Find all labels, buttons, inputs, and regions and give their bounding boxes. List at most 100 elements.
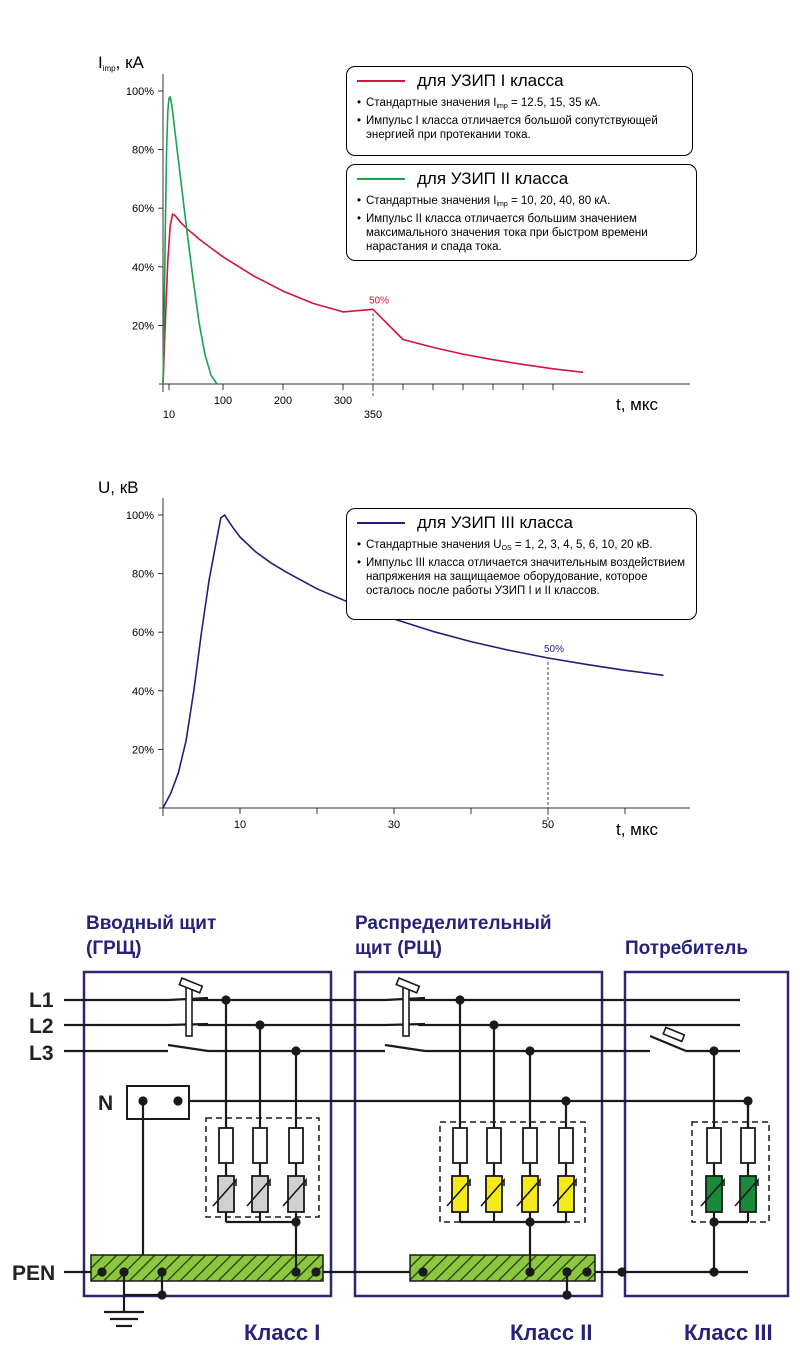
cabinet-main-frame [82,970,333,1298]
spd-class2-varistor-mark [552,1177,577,1207]
junction-dot [562,1290,572,1300]
y-tick-label: 20% [132,744,154,756]
x-tick-label: 30 [388,819,400,831]
series-line [162,96,218,385]
junction-dot [291,1046,301,1056]
section1-title-line1: Вводный щит [86,913,216,934]
x-tick-label: 10 [163,409,175,421]
junction-dot [291,1217,301,1227]
switch2-mechanism [402,985,410,1037]
y-tick-label: 40% [132,686,154,698]
junction-dot [709,1217,719,1227]
class2-label: Класс II [510,1320,592,1345]
legend-class2-item1: Стандартные значения Iimp = 10, 20, 40, … [357,194,686,212]
junction-dots [97,995,753,1300]
junction-dot [743,1096,753,1106]
label-L2: L2 [29,1015,54,1038]
series-line [162,514,664,809]
junction-dot [157,1290,167,1300]
label-PEN: PEN [12,1262,55,1285]
junction-dot [562,1267,572,1277]
section1-title-line2: (ГРЩ) [86,938,141,959]
y-tick-label: 20% [132,320,154,332]
annotation-label: 50% [369,295,389,306]
chart-impulse-current: Iimp, кА 20% 40% 60% 80% 100% 10 100 200 300 350… [98,53,690,421]
spd-class1-varistor-mark [246,1177,271,1207]
junction-dot [525,1267,535,1277]
spd-class2-varistor-icon [485,1175,503,1213]
x-tick-label: 10 [234,819,246,831]
switch3-blade-L3 [649,1034,687,1053]
legend-class3-swatch [357,522,405,524]
spd-class3-varistor-icon [705,1175,723,1213]
legend-class3: для УЗИП III класса Стандартные значения… [346,508,697,620]
legend-class1-swatch [357,80,405,82]
label-L1: L1 [29,989,54,1012]
chart2-y-ticks: 20% 40% 60% 80% 100% [126,510,163,756]
x-tick-label: 300 [334,395,352,407]
spd-class2-enclosure [439,1121,586,1223]
junction-dot [561,1096,571,1106]
wiring-diagram: Вводный щит (ГРЩ) Распределительный щит … [12,913,790,1345]
y-tick-label: 60% [132,627,154,639]
junction-dot [709,1267,719,1277]
y-tick-label: 100% [126,510,154,522]
spd-class3-fuse-icon [706,1127,722,1164]
spd-class1-varistor-icon [217,1175,235,1213]
switch1-blade-L3 [167,1043,209,1053]
chart-impulse-voltage: U, кВ 20% 40% 60% 80% 100% 10 30 50 50% t, мкс [98,478,690,839]
legend-class2-title: для УЗИП II класса [417,169,569,188]
junction-dot [221,995,231,1005]
spd-class2-varistor-mark [516,1177,541,1207]
legend-class3-title: для УЗИП III класса [417,513,573,532]
junction-dot [489,1020,499,1030]
y-tick-label: 80% [132,145,154,157]
spd-class2-varistor-mark [480,1177,505,1207]
chart1-y-ticks: 20% 40% 60% 80% 100% [126,86,163,332]
junction-dot [525,1046,535,1056]
junction-dot [311,1267,321,1277]
switch2-blade-L3 [384,1043,426,1053]
spd-class1-varistor-mark [282,1177,307,1207]
junction-dot [617,1267,627,1277]
chart2-annotation: 50% [544,644,564,822]
spd-class2-varistor-icon [521,1175,539,1213]
spd-class1-fuse-icon [218,1127,234,1164]
spd-class1-varistor-icon [287,1175,305,1213]
y-tick-label: 80% [132,569,154,581]
x-tick-label: 50 [542,819,554,831]
spd-class3-enclosure [691,1121,770,1223]
pen-bar-distribution [409,1254,596,1282]
annotation-label: 50% [544,644,564,655]
cabinet-distribution-frame [353,970,604,1298]
junction-dot [173,1096,183,1106]
section3-title: Потребитель [625,938,748,959]
series-line [162,213,584,385]
section2-title-line1: Распределительный [355,913,552,934]
x-tick-label: 200 [274,395,292,407]
spd-class1-fuse-icon [252,1127,268,1164]
x-tick-label: 100 [214,395,232,407]
spd-class1-varistor-icon [251,1175,269,1213]
spd-class2-fuse-icon [558,1127,574,1164]
junction-dot [138,1096,148,1106]
legend-class1-title: для УЗИП I класса [417,71,564,90]
junction-dot [255,1020,265,1030]
chart1-annotation: 50% [369,295,389,396]
chart1-xlabel: t, мкс [616,395,658,414]
junction-dot [709,1046,719,1056]
spd-class1-enclosure [205,1117,320,1218]
label-L3: L3 [29,1042,54,1065]
switch3-actuator [662,1026,686,1043]
junction-dot [418,1267,428,1277]
switch2-actuator [395,977,421,994]
chart2-axes [159,498,690,816]
class1-label: Класс I [244,1320,320,1345]
section2-title-line2: щит (РЩ) [355,938,442,959]
spd-class1-fuse-icon [288,1127,304,1164]
legend-class2-item2: Импульс II класса отличается большим зна… [357,212,686,254]
spd-class2-varistor-mark [446,1177,471,1207]
switch1-mechanism [185,985,193,1037]
spd-class3-varistor-mark [734,1177,759,1207]
junction-dot [97,1267,107,1277]
